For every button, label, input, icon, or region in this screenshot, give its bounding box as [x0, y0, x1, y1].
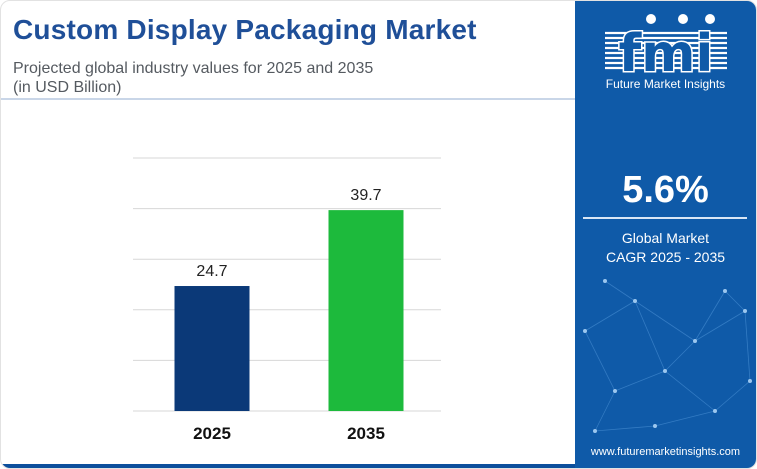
x-tick-label-2025: 2025	[193, 424, 231, 443]
subtitle-line-2: (in USD Billion)	[13, 79, 122, 96]
x-tick-label-2035: 2035	[347, 424, 385, 443]
website-url: www.futuremarketinsights.com	[590, 446, 741, 458]
chart-title: Custom Display Packaging Market	[13, 14, 477, 45]
bottom-accent-strip	[1, 464, 575, 468]
logo-caption: Future Market Insights	[605, 77, 726, 91]
header-divider	[1, 98, 575, 100]
data-label-2025: 24.7	[196, 263, 227, 280]
fmi-logo: fmi	[605, 14, 727, 75]
bar-2025	[174, 286, 250, 411]
bar-chart: 24.7 2025 39.7 2035	[133, 157, 441, 443]
cagr-label-line-2: CAGR 2025 - 2035	[605, 249, 726, 265]
cagr-label: Global Market CAGR 2025 - 2035	[575, 229, 756, 267]
network-pattern	[583, 279, 752, 433]
cagr-value: 5.6%	[622, 169, 709, 211]
side-panel: fmi Future Market Insights 5.6% Global M…	[575, 1, 756, 468]
bar-2035	[328, 210, 404, 411]
chart-subtitle: Projected global industry values for 202…	[13, 59, 373, 97]
cagr-divider	[583, 217, 747, 219]
logo-fmi-lettering: fmi	[619, 24, 714, 75]
data-label-2035: 39.7	[350, 187, 381, 204]
subtitle-line-1: Projected global industry values for 202…	[13, 60, 374, 77]
cagr-label-line-1: Global Market	[621, 230, 710, 246]
